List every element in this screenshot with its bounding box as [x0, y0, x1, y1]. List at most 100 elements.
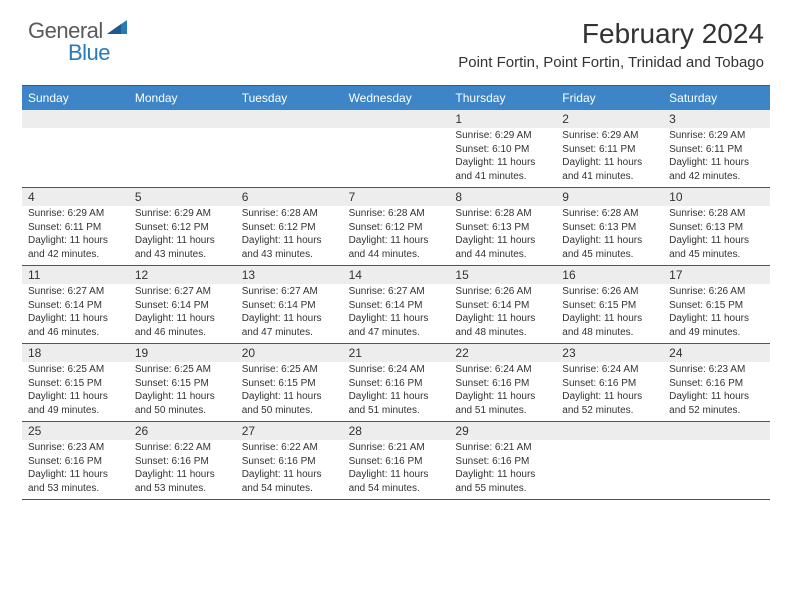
daylight-text: Daylight: 11 hours and 49 minutes.	[669, 312, 764, 339]
day-details: Sunrise: 6:23 AMSunset: 6:16 PMDaylight:…	[22, 440, 129, 499]
day-details: Sunrise: 6:28 AMSunset: 6:12 PMDaylight:…	[236, 206, 343, 265]
sunrise-text: Sunrise: 6:22 AM	[242, 441, 337, 455]
sunset-text: Sunset: 6:14 PM	[28, 299, 123, 313]
day-cell: 18Sunrise: 6:25 AMSunset: 6:15 PMDayligh…	[22, 344, 129, 421]
sunset-text: Sunset: 6:16 PM	[349, 377, 444, 391]
day-number: 14	[343, 266, 450, 284]
day-cell: 24Sunrise: 6:23 AMSunset: 6:16 PMDayligh…	[663, 344, 770, 421]
week-row: 18Sunrise: 6:25 AMSunset: 6:15 PMDayligh…	[22, 344, 770, 422]
day-details: Sunrise: 6:24 AMSunset: 6:16 PMDaylight:…	[343, 362, 450, 421]
sunrise-text: Sunrise: 6:29 AM	[562, 129, 657, 143]
sunrise-text: Sunrise: 6:24 AM	[349, 363, 444, 377]
day-number: 9	[556, 188, 663, 206]
sunset-text: Sunset: 6:12 PM	[135, 221, 230, 235]
daylight-text: Daylight: 11 hours and 41 minutes.	[455, 156, 550, 183]
day-cell: 21Sunrise: 6:24 AMSunset: 6:16 PMDayligh…	[343, 344, 450, 421]
day-details: Sunrise: 6:27 AMSunset: 6:14 PMDaylight:…	[343, 284, 450, 343]
sunset-text: Sunset: 6:14 PM	[349, 299, 444, 313]
month-title: February 2024	[458, 18, 764, 50]
day-cell: 19Sunrise: 6:25 AMSunset: 6:15 PMDayligh…	[129, 344, 236, 421]
sunrise-text: Sunrise: 6:29 AM	[669, 129, 764, 143]
day-cell: 2Sunrise: 6:29 AMSunset: 6:11 PMDaylight…	[556, 110, 663, 187]
day-cell: 8Sunrise: 6:28 AMSunset: 6:13 PMDaylight…	[449, 188, 556, 265]
day-cell: 16Sunrise: 6:26 AMSunset: 6:15 PMDayligh…	[556, 266, 663, 343]
day-cell: 26Sunrise: 6:22 AMSunset: 6:16 PMDayligh…	[129, 422, 236, 499]
day-cell: 3Sunrise: 6:29 AMSunset: 6:11 PMDaylight…	[663, 110, 770, 187]
day-cell: 4Sunrise: 6:29 AMSunset: 6:11 PMDaylight…	[22, 188, 129, 265]
day-number: 22	[449, 344, 556, 362]
day-cell: 9Sunrise: 6:28 AMSunset: 6:13 PMDaylight…	[556, 188, 663, 265]
daylight-text: Daylight: 11 hours and 54 minutes.	[349, 468, 444, 495]
day-details: Sunrise: 6:25 AMSunset: 6:15 PMDaylight:…	[236, 362, 343, 421]
sunrise-text: Sunrise: 6:21 AM	[349, 441, 444, 455]
week-row: 4Sunrise: 6:29 AMSunset: 6:11 PMDaylight…	[22, 188, 770, 266]
sunrise-text: Sunrise: 6:24 AM	[562, 363, 657, 377]
day-details: Sunrise: 6:25 AMSunset: 6:15 PMDaylight:…	[22, 362, 129, 421]
sunset-text: Sunset: 6:16 PM	[28, 455, 123, 469]
day-cell: 5Sunrise: 6:29 AMSunset: 6:12 PMDaylight…	[129, 188, 236, 265]
weekday-header: Sunday	[22, 86, 129, 110]
day-number: 29	[449, 422, 556, 440]
sunset-text: Sunset: 6:14 PM	[455, 299, 550, 313]
daylight-text: Daylight: 11 hours and 41 minutes.	[562, 156, 657, 183]
sunset-text: Sunset: 6:11 PM	[562, 143, 657, 157]
sunset-text: Sunset: 6:11 PM	[669, 143, 764, 157]
day-cell: 22Sunrise: 6:24 AMSunset: 6:16 PMDayligh…	[449, 344, 556, 421]
day-details: Sunrise: 6:22 AMSunset: 6:16 PMDaylight:…	[236, 440, 343, 499]
daylight-text: Daylight: 11 hours and 53 minutes.	[135, 468, 230, 495]
sunrise-text: Sunrise: 6:27 AM	[242, 285, 337, 299]
sunset-text: Sunset: 6:13 PM	[562, 221, 657, 235]
day-number: 20	[236, 344, 343, 362]
sunset-text: Sunset: 6:15 PM	[669, 299, 764, 313]
day-number: 10	[663, 188, 770, 206]
sunrise-text: Sunrise: 6:28 AM	[349, 207, 444, 221]
day-cell: 13Sunrise: 6:27 AMSunset: 6:14 PMDayligh…	[236, 266, 343, 343]
day-number: 19	[129, 344, 236, 362]
day-number: 28	[343, 422, 450, 440]
day-number: 1	[449, 110, 556, 128]
sunrise-text: Sunrise: 6:22 AM	[135, 441, 230, 455]
weekday-header: Tuesday	[236, 86, 343, 110]
brand-logo: General Blue	[28, 18, 131, 44]
sunset-text: Sunset: 6:15 PM	[135, 377, 230, 391]
day-number: 15	[449, 266, 556, 284]
sunrise-text: Sunrise: 6:28 AM	[562, 207, 657, 221]
sunrise-text: Sunrise: 6:27 AM	[135, 285, 230, 299]
sunset-text: Sunset: 6:14 PM	[242, 299, 337, 313]
day-number: 24	[663, 344, 770, 362]
weekday-header: Monday	[129, 86, 236, 110]
day-cell	[663, 422, 770, 499]
sunrise-text: Sunrise: 6:28 AM	[455, 207, 550, 221]
daylight-text: Daylight: 11 hours and 44 minutes.	[349, 234, 444, 261]
daylight-text: Daylight: 11 hours and 51 minutes.	[349, 390, 444, 417]
week-row: 11Sunrise: 6:27 AMSunset: 6:14 PMDayligh…	[22, 266, 770, 344]
weekday-header-row: Sunday Monday Tuesday Wednesday Thursday…	[22, 86, 770, 110]
daylight-text: Daylight: 11 hours and 42 minutes.	[669, 156, 764, 183]
sunrise-text: Sunrise: 6:27 AM	[28, 285, 123, 299]
day-cell	[343, 110, 450, 187]
brand-text-blue: Blue	[68, 40, 110, 66]
day-details: Sunrise: 6:21 AMSunset: 6:16 PMDaylight:…	[343, 440, 450, 499]
sunrise-text: Sunrise: 6:25 AM	[242, 363, 337, 377]
day-cell: 14Sunrise: 6:27 AMSunset: 6:14 PMDayligh…	[343, 266, 450, 343]
day-cell	[22, 110, 129, 187]
daylight-text: Daylight: 11 hours and 48 minutes.	[562, 312, 657, 339]
day-details: Sunrise: 6:26 AMSunset: 6:14 PMDaylight:…	[449, 284, 556, 343]
day-cell: 27Sunrise: 6:22 AMSunset: 6:16 PMDayligh…	[236, 422, 343, 499]
day-cell: 29Sunrise: 6:21 AMSunset: 6:16 PMDayligh…	[449, 422, 556, 499]
daylight-text: Daylight: 11 hours and 55 minutes.	[455, 468, 550, 495]
daylight-text: Daylight: 11 hours and 46 minutes.	[28, 312, 123, 339]
title-block: February 2024 Point Fortin, Point Fortin…	[458, 18, 764, 71]
day-number	[236, 110, 343, 128]
day-number: 4	[22, 188, 129, 206]
day-number: 23	[556, 344, 663, 362]
day-number: 7	[343, 188, 450, 206]
weekday-header: Wednesday	[343, 86, 450, 110]
day-details: Sunrise: 6:29 AMSunset: 6:11 PMDaylight:…	[556, 128, 663, 187]
day-details: Sunrise: 6:26 AMSunset: 6:15 PMDaylight:…	[663, 284, 770, 343]
sunrise-text: Sunrise: 6:29 AM	[135, 207, 230, 221]
day-details: Sunrise: 6:24 AMSunset: 6:16 PMDaylight:…	[449, 362, 556, 421]
week-row: 25Sunrise: 6:23 AMSunset: 6:16 PMDayligh…	[22, 422, 770, 500]
sunset-text: Sunset: 6:13 PM	[455, 221, 550, 235]
day-details: Sunrise: 6:22 AMSunset: 6:16 PMDaylight:…	[129, 440, 236, 499]
